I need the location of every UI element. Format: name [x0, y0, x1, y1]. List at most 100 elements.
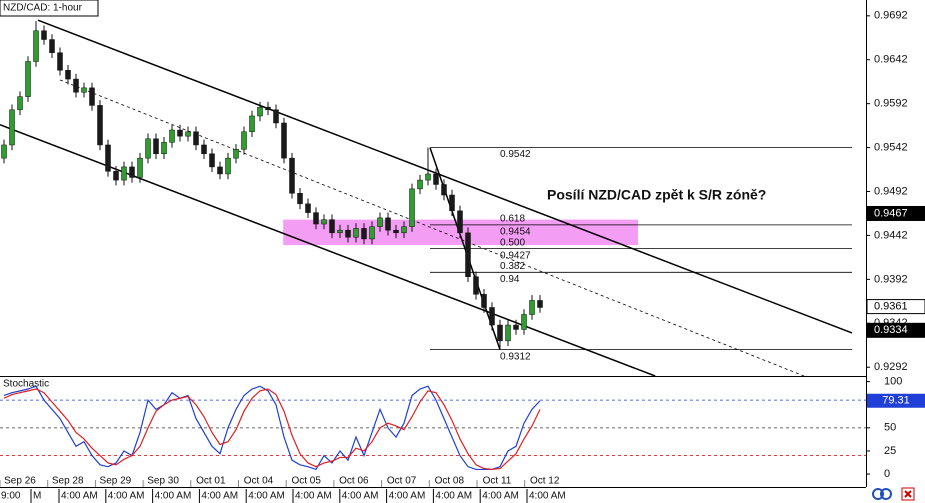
- stochastic-line: [3, 388, 541, 471]
- candle-body: [97, 105, 103, 146]
- candle-body: [465, 232, 471, 277]
- link-icon[interactable]: [872, 488, 884, 500]
- candle-body: [33, 30, 39, 62]
- candle-body: [257, 106, 263, 117]
- x-date-label: Sep 29: [100, 476, 132, 487]
- x-time-label: 4:00 AM: [295, 491, 332, 502]
- x-date-label: Oct 12: [530, 476, 560, 487]
- trendline: [59, 79, 805, 377]
- candle-body: [529, 300, 535, 315]
- x-date-label: Oct 08: [435, 476, 465, 487]
- candle-body: [65, 70, 71, 80]
- candle-body: [89, 87, 95, 106]
- value-tag-label: 79.31: [882, 395, 910, 407]
- x-date-label: Oct 07: [387, 476, 417, 487]
- x-time-label: 4:00 AM: [155, 491, 192, 502]
- candle-body: [297, 193, 303, 205]
- candle-body: [345, 229, 351, 238]
- candle-body: [513, 324, 519, 330]
- stochastic-line: [3, 385, 541, 471]
- candle-body: [401, 226, 407, 234]
- candle-body: [121, 166, 127, 181]
- annotation: Posílí NZD/CAD zpět k S/R zóně?: [547, 187, 766, 203]
- candle-body: [409, 188, 415, 227]
- candle-body: [393, 229, 399, 234]
- link-icon[interactable]: [880, 488, 892, 500]
- candle-body: [153, 138, 159, 154]
- fib-value-label: 0.94: [500, 274, 520, 285]
- x-time-label: 4:00 AM: [482, 491, 519, 502]
- y-tick-label: 0: [884, 468, 890, 480]
- candle-body: [193, 131, 199, 146]
- fib-value-label: 0.9312: [500, 351, 531, 362]
- candle-body: [249, 115, 255, 133]
- x-time-label: 4:00 AM: [435, 491, 472, 502]
- candle-body: [217, 166, 223, 175]
- candle-body: [337, 229, 343, 234]
- x-time-label: M: [33, 491, 41, 502]
- price-tag-label: 0.9467: [874, 207, 908, 219]
- toolbar-icons[interactable]: [872, 487, 915, 501]
- candle-body: [49, 39, 55, 53]
- candle-body: [321, 219, 327, 225]
- candle-body: [241, 131, 247, 150]
- candle-body: [161, 142, 167, 154]
- x-date-label: Oct 01: [196, 476, 226, 487]
- candle-body: [225, 157, 231, 175]
- candle-body: [185, 131, 191, 137]
- candle-body: [505, 324, 511, 342]
- title-box: [0, 0, 99, 17]
- x-time-label: 4:00 AM: [61, 491, 98, 502]
- chart-title: NZD/CAD: 1-hour: [3, 3, 83, 14]
- x-date-label: Oct 11: [483, 476, 512, 487]
- candle-body: [497, 324, 503, 342]
- candle-body: [105, 144, 111, 172]
- x-time-label: 4:00 AM: [389, 491, 426, 502]
- candle-body: [377, 217, 383, 227]
- trendline: [37, 19, 853, 334]
- close-icon: [904, 490, 912, 498]
- x-date-label: Oct 06: [339, 476, 369, 487]
- fib-value-label: 0.9427: [500, 250, 531, 261]
- candle-body: [129, 166, 135, 178]
- candle-body: [289, 157, 295, 194]
- y-tick-label: 0.9692: [874, 10, 908, 22]
- x-time-label: 4:00 AM: [108, 491, 145, 502]
- candle-body: [433, 173, 439, 185]
- candle-body: [1, 144, 7, 159]
- fib-value-label: 0.9542: [500, 149, 531, 160]
- candle-body: [41, 30, 47, 40]
- candle-body: [73, 78, 79, 93]
- y-tick-label: 0.9442: [874, 229, 908, 241]
- candle-body: [265, 106, 271, 111]
- candle-body: [441, 184, 447, 196]
- candle-body: [369, 226, 375, 240]
- candle-body: [385, 217, 391, 231]
- candle-body: [329, 219, 335, 234]
- x-date-label: Oct 05: [291, 476, 321, 487]
- y-tick-label: 0.9292: [874, 361, 908, 373]
- candle-body: [281, 122, 287, 159]
- x-time-label: 4:00 AM: [342, 491, 379, 502]
- y-tick-label: 0.9592: [874, 98, 908, 110]
- candle-body: [25, 61, 31, 97]
- candle-body: [537, 300, 543, 308]
- candle-body: [313, 212, 319, 225]
- candle-body: [489, 307, 495, 326]
- candle-body: [305, 203, 311, 213]
- fib-value-label: 0.9454: [500, 227, 531, 238]
- candle-body: [233, 149, 239, 159]
- y-tick-label: 0.9642: [874, 54, 908, 66]
- candle-body: [137, 157, 143, 178]
- fib-ratio-label: 0.618: [500, 214, 525, 225]
- y-tick-label: 100: [884, 376, 902, 388]
- y-tick-label: 0.9392: [874, 273, 908, 285]
- candle-body: [481, 294, 487, 308]
- candle-body: [57, 52, 63, 71]
- price-tag-label: 0.9334: [874, 324, 908, 336]
- candle-body: [273, 109, 279, 124]
- x-time-label: 4:00 AM: [529, 491, 566, 502]
- y-tick-label: 25: [884, 445, 896, 457]
